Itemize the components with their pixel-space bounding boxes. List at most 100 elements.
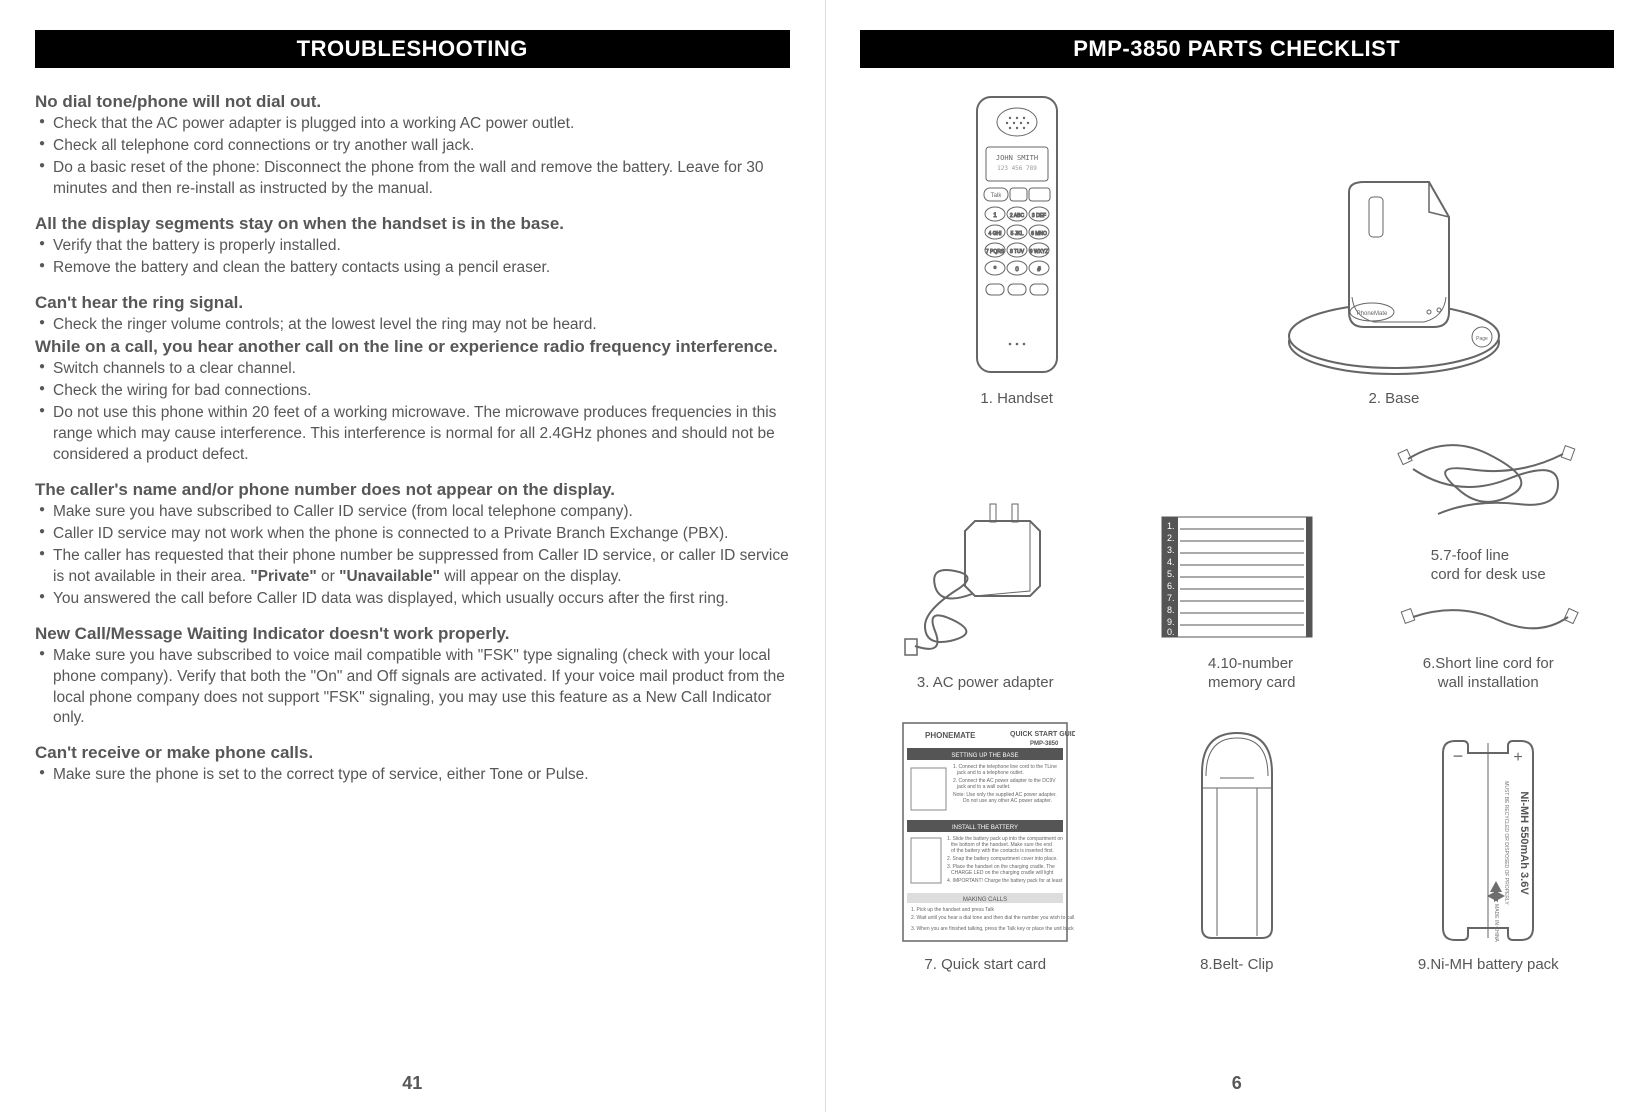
- svg-text:PhoneMate: PhoneMate: [1357, 311, 1388, 317]
- parts-row-1: JOHN SMITH 123 456 789 Talk 1 2 ABC 3 DE…: [860, 92, 1615, 409]
- svg-text:5.: 5.: [1167, 569, 1175, 579]
- bullet: Switch channels to a clear channel.: [35, 359, 790, 380]
- base-icon: PhoneMate Page: [1264, 162, 1524, 382]
- svg-text:Do not use any other AC power: Do not use any other AC power adapter.: [963, 798, 1052, 804]
- svg-text:Ni-MH 550mAh 3.6V: Ni-MH 550mAh 3.6V: [1518, 791, 1530, 895]
- section-head: The caller's name and/or phone number do…: [35, 480, 790, 500]
- svg-text:123 456 789: 123 456 789: [997, 165, 1037, 172]
- svg-text:MUST BE RECYCLED OR DISPOSED O: MUST BE RECYCLED OR DISPOSED OF PROPERLY: [1503, 781, 1509, 905]
- part-memory-card: 1.2.3.4.5. 6.7.8.9.0. 4.10-number memory…: [1111, 507, 1363, 693]
- section-subhead: While on a call, you hear another call o…: [35, 337, 790, 357]
- section-head: Can't receive or make phone calls.: [35, 743, 790, 763]
- section-head: No dial tone/phone will not dial out.: [35, 92, 790, 112]
- svg-text:of the battery with the contac: of the battery with the contacts is inse…: [951, 848, 1054, 854]
- part-label: 4.10-number memory card: [1178, 655, 1296, 693]
- section-5: New Call/Message Waiting Indicator doesn…: [35, 624, 790, 730]
- section-3: Can't hear the ring signal. Check the ri…: [35, 293, 790, 467]
- bullet: Make sure you have subscribed to voice m…: [35, 646, 790, 730]
- section-head: Can't hear the ring signal.: [35, 293, 790, 313]
- bullet: Check that the AC power adapter is plugg…: [35, 114, 790, 135]
- part-label: 7. Quick start card: [924, 956, 1046, 975]
- handset-icon: JOHN SMITH 123 456 789 Talk 1 2 ABC 3 DE…: [952, 92, 1082, 382]
- svg-text:jack and to a wall outlet.: jack and to a wall outlet.: [956, 784, 1010, 790]
- svg-text:#: #: [1037, 267, 1041, 273]
- svg-text:−: −: [1453, 746, 1464, 766]
- svg-text:+: +: [1514, 749, 1523, 766]
- memory-card-icon: 1.2.3.4.5. 6.7.8.9.0.: [1152, 507, 1322, 647]
- svg-text:Page: Page: [1476, 336, 1488, 342]
- svg-text:3 DEF: 3 DEF: [1032, 213, 1046, 219]
- svg-text:5 JKL: 5 JKL: [1010, 231, 1023, 237]
- svg-text:4 GHI: 4 GHI: [988, 231, 1001, 237]
- part-battery: − + Ni-MH 550mAh 3.6V MUST BE RECYCLED O…: [1363, 728, 1615, 975]
- svg-text:4. IMPORTANT! Charge the batte: 4. IMPORTANT! Charge the battery pack fo…: [947, 878, 1063, 884]
- svg-text:QUICK START GUIDE: QUICK START GUIDE: [1010, 731, 1075, 738]
- section-4: The caller's name and/or phone number do…: [35, 480, 790, 610]
- svg-text:3. When you are finished talki: 3. When you are finished talking, press …: [911, 926, 1074, 932]
- svg-text:1.: 1.: [1167, 521, 1175, 531]
- part-label: 2. Base: [1369, 390, 1420, 409]
- bullet: Make sure the phone is set to the correc…: [35, 765, 790, 786]
- section-2: All the display segments stay on when th…: [35, 214, 790, 279]
- bullet: Check the wiring for bad connections.: [35, 381, 790, 402]
- page-number-right: 6: [825, 1073, 1649, 1094]
- bullet: Check the ringer volume controls; at the…: [35, 315, 790, 336]
- svg-text:jack and to a telephone outlet: jack and to a telephone outlet.: [956, 770, 1024, 776]
- bullet: The caller has requested that their phon…: [35, 546, 790, 588]
- part-base: PhoneMate Page 2. Base: [1174, 92, 1614, 409]
- part-label: 9.Ni-MH battery pack: [1418, 956, 1559, 975]
- bullet: You answered the call before Caller ID d…: [35, 589, 790, 610]
- bullet: Check all telephone cord connections or …: [35, 136, 790, 157]
- svg-text:1: 1: [993, 213, 997, 219]
- section-6: Can't receive or make phone calls. Make …: [35, 743, 790, 786]
- section-1: No dial tone/phone will not dial out. Ch…: [35, 92, 790, 200]
- bullet: Verify that the battery is properly inst…: [35, 236, 790, 257]
- svg-text:SETTING UP THE BASE: SETTING UP THE BASE: [952, 753, 1019, 759]
- part-ac-adapter: 3. AC power adapter: [860, 496, 1112, 693]
- svg-text:PHONEMATE: PHONEMATE: [925, 731, 976, 740]
- part-label: 1. Handset: [980, 390, 1053, 409]
- battery-pack-icon: − + Ni-MH 550mAh 3.6V MUST BE RECYCLED O…: [1423, 728, 1553, 948]
- right-page: PMP-3850 PARTS CHECKLIST JOHN SMITH 123 …: [825, 0, 1649, 1112]
- svg-text:INSTALL THE BATTERY: INSTALL THE BATTERY: [952, 825, 1018, 831]
- svg-text:*: *: [993, 266, 996, 273]
- svg-text:Talk: Talk: [990, 193, 1002, 199]
- svg-text:6 MNO: 6 MNO: [1031, 231, 1047, 237]
- parts-row-2: 3. AC power adapter 1.2.3.4.5. 6.7.8.9.0…: [860, 429, 1615, 693]
- ac-adapter-icon: [900, 496, 1070, 666]
- svg-text:MAKING CALLS: MAKING CALLS: [963, 897, 1007, 903]
- svg-text:MADE IN CHINA: MADE IN CHINA: [1493, 904, 1499, 942]
- svg-text:PMP-3850: PMP-3850: [1030, 741, 1059, 747]
- svg-text:2.: 2.: [1167, 533, 1175, 543]
- bullet: Caller ID service may not work when the …: [35, 524, 790, 545]
- long-cord-icon: [1388, 429, 1588, 539]
- part-quick-start: PHONEMATE QUICK START GUIDE PMP-3850 SET…: [860, 718, 1112, 975]
- page-number-left: 41: [0, 1073, 825, 1094]
- bullet: Do a basic reset of the phone: Disconnec…: [35, 158, 790, 200]
- svg-text:3.: 3.: [1167, 545, 1175, 555]
- svg-text:9 WXYZ: 9 WXYZ: [1029, 249, 1048, 255]
- svg-text:6.: 6.: [1167, 581, 1175, 591]
- part-label: 5.7-foof line cord for desk use: [1431, 547, 1546, 585]
- quick-start-card-icon: PHONEMATE QUICK START GUIDE PMP-3850 SET…: [895, 718, 1075, 948]
- parts-row-3: PHONEMATE QUICK START GUIDE PMP-3850 SET…: [860, 718, 1615, 975]
- svg-text:8 TUV: 8 TUV: [1010, 249, 1025, 255]
- short-cord-icon: [1388, 592, 1588, 647]
- svg-text:0.: 0.: [1167, 627, 1175, 637]
- svg-text:4.: 4.: [1167, 557, 1175, 567]
- part-label: 3. AC power adapter: [917, 674, 1054, 693]
- svg-text:1. Pick up the handset and pre: 1. Pick up the handset and press Talk: [911, 907, 995, 913]
- svg-text:JOHN SMITH: JOHN SMITH: [996, 154, 1038, 162]
- troubleshooting-header: TROUBLESHOOTING: [35, 30, 790, 68]
- svg-text:2. Snap the battery compartmen: 2. Snap the battery compartment cover in…: [947, 856, 1058, 862]
- section-head: All the display segments stay on when th…: [35, 214, 790, 234]
- svg-text:7 PQRS: 7 PQRS: [986, 249, 1005, 255]
- parts-checklist-header: PMP-3850 PARTS CHECKLIST: [860, 30, 1615, 68]
- part-label: 6.Short line cord for wall installation: [1423, 655, 1554, 693]
- left-page: TROUBLESHOOTING No dial tone/phone will …: [0, 0, 825, 1112]
- svg-text:9.: 9.: [1167, 617, 1175, 627]
- bullet: Remove the battery and clean the battery…: [35, 258, 790, 279]
- bullet: Do not use this phone within 20 feet of …: [35, 403, 790, 466]
- svg-text:CHARGE LED on the charging cra: CHARGE LED on the charging cradle will l…: [951, 870, 1054, 876]
- svg-text:8.: 8.: [1167, 605, 1175, 615]
